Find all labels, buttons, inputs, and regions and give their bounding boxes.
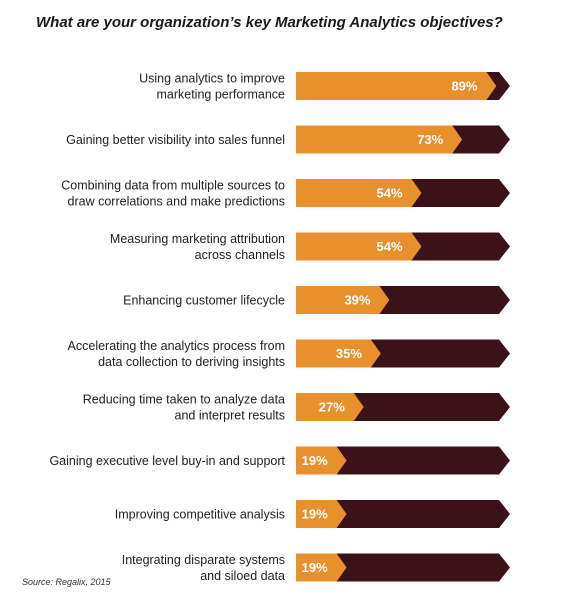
data-label: 19%	[302, 453, 328, 468]
data-label: 19%	[302, 507, 328, 522]
bar	[296, 125, 463, 154]
source-note: Source: Regalix, 2015	[22, 577, 111, 587]
category-label-line: Using analytics to improve	[139, 72, 285, 86]
category-label: Gaining executive level buy-in and suppo…	[49, 454, 285, 468]
category-label-line: Reducing time taken to analyze data	[83, 393, 285, 407]
category-label-line: across channels	[195, 248, 285, 262]
category-label: Accelerating the analytics process from d…	[68, 339, 285, 369]
category-label-line: Enhancing customer lifecycle	[123, 294, 285, 308]
category-label: Combining data from multiple sources to d…	[61, 179, 285, 209]
category-label-line: Measuring marketing attribution	[110, 232, 285, 246]
category-label: Using analytics to improve marketing perf…	[139, 72, 285, 102]
bar	[296, 72, 497, 100]
data-label: 89%	[451, 79, 477, 94]
bar	[296, 553, 347, 582]
bar	[296, 446, 347, 475]
data-label: 19%	[302, 560, 328, 575]
data-label: 73%	[417, 132, 443, 147]
category-label-line: Gaining better visibility into sales fun…	[66, 133, 285, 147]
bar	[296, 393, 364, 421]
category-label-line: Gaining executive level buy-in and suppo…	[49, 454, 285, 468]
bar	[296, 339, 381, 368]
category-label-line: and interpret results	[175, 409, 285, 423]
chart-title: What are your organization’s key Marketi…	[36, 14, 503, 31]
category-label: Enhancing customer lifecycle	[123, 294, 285, 308]
bar-remainder	[296, 553, 510, 582]
bar	[296, 232, 422, 261]
bar	[296, 500, 347, 528]
category-label-line: data collection to deriving insights	[98, 355, 285, 369]
category-label-line: draw correlations and make predictions	[68, 195, 285, 209]
category-label: Integrating disparate systems and siloed …	[122, 553, 285, 583]
data-label: 54%	[377, 239, 403, 254]
bar-remainder	[296, 446, 510, 475]
category-label-line: Improving competitive analysis	[115, 508, 285, 522]
data-label: 35%	[336, 346, 362, 361]
data-label: 39%	[344, 293, 370, 308]
category-label: Reducing time taken to analyze data and i…	[83, 393, 285, 423]
bar	[296, 286, 390, 314]
category-label-line: Combining data from multiple sources to	[61, 179, 285, 193]
category-label-line: marketing performance	[156, 88, 285, 102]
data-label: 27%	[319, 400, 345, 415]
category-label-line: Integrating disparate systems	[122, 553, 285, 567]
category-label: Improving competitive analysis	[115, 508, 285, 522]
category-label-line: and siloed data	[200, 569, 285, 583]
bar	[296, 179, 422, 207]
bar-remainder	[296, 500, 510, 528]
data-label: 54%	[377, 186, 403, 201]
category-label: Gaining better visibility into sales fun…	[66, 133, 285, 147]
category-label-line: Accelerating the analytics process from	[68, 339, 285, 353]
category-label: Measuring marketing attribution across ch…	[110, 232, 285, 262]
